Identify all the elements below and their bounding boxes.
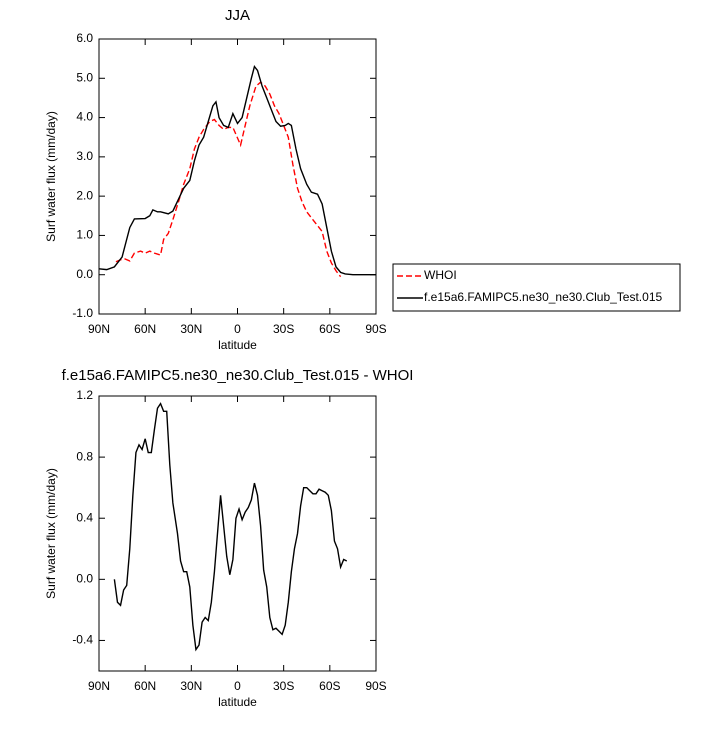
y-tick-label: 0.8 [76, 449, 93, 463]
x-tick-label: 30N [180, 322, 202, 336]
y-tick-label: 6.0 [76, 31, 93, 45]
y-tick-label: 0.0 [76, 572, 93, 586]
x-tick-label: 90N [88, 679, 110, 693]
x-axis-label: latitude [218, 338, 257, 352]
y-axis-label: Surf water flux (mm/day) [44, 111, 58, 242]
y-tick-label: 2.0 [76, 188, 93, 202]
data-line [98, 64, 376, 276]
x-tick-label: 0 [234, 679, 241, 693]
y-tick-label: 5.0 [76, 70, 93, 84]
x-tick-label: 60S [319, 322, 340, 336]
y-tick-label: 0.4 [76, 510, 93, 524]
x-tick-label: 60S [319, 679, 340, 693]
x-tick-label: 0 [234, 322, 241, 336]
y-tick-label: 0.0 [76, 267, 93, 281]
legend-label: f.e15a6.FAMIPC5.ne30_ne30.Club_Test.015 [424, 290, 662, 304]
y-tick-label: 1.2 [76, 388, 93, 402]
y-tick-label: -0.4 [72, 633, 93, 647]
x-tick-label: 90N [88, 322, 110, 336]
y-tick-label: -1.0 [72, 306, 93, 320]
x-tick-label: 30S [273, 322, 294, 336]
x-tick-label: 90S [365, 679, 386, 693]
chart-title: JJA [225, 7, 250, 24]
x-tick-label: 60N [134, 322, 156, 336]
x-tick-label: 90S [365, 322, 386, 336]
data-line [113, 402, 348, 652]
legend-label: WHOI [424, 268, 457, 282]
x-tick-label: 30S [273, 679, 294, 693]
x-tick-label: 30N [180, 679, 202, 693]
data-line [115, 81, 342, 278]
y-axis-label: Surf water flux (mm/day) [44, 468, 58, 599]
plot-frame [98, 395, 377, 672]
y-tick-label: 3.0 [76, 149, 93, 163]
y-tick-label: 4.0 [76, 110, 93, 124]
y-tick-label: 1.0 [76, 228, 93, 242]
chart-title: f.e15a6.FAMIPC5.ne30_ne30.Club_Test.015 … [62, 367, 414, 384]
x-axis-label: latitude [218, 695, 257, 709]
x-tick-label: 60N [134, 679, 156, 693]
plot-frame [98, 38, 377, 315]
legend-box [392, 263, 681, 312]
